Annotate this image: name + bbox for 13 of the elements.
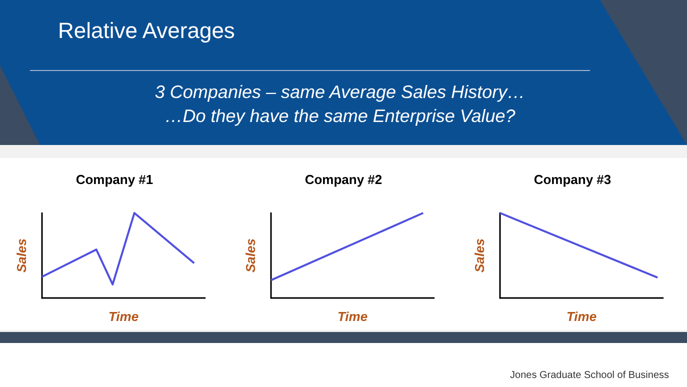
y-axis-title: Sales bbox=[14, 238, 29, 272]
x-axis-title: Time bbox=[566, 309, 597, 324]
chart-title: Company #3 bbox=[534, 172, 612, 187]
y-axis-title: Sales bbox=[472, 238, 487, 272]
x-axis-title: Time bbox=[108, 309, 139, 324]
text: Relative Averages bbox=[58, 18, 235, 44]
x-axis-title: Time bbox=[337, 309, 368, 324]
text: Jones Graduate School of Business bbox=[510, 370, 669, 381]
chart-title: Company #1 bbox=[76, 172, 154, 187]
text: 3 Companies – same Average Sales History… bbox=[154, 82, 526, 103]
y-axis-title: Sales bbox=[243, 238, 258, 272]
chart-title: Company #2 bbox=[304, 172, 382, 187]
text: …Do they have the same Enterprise Value? bbox=[164, 106, 516, 127]
